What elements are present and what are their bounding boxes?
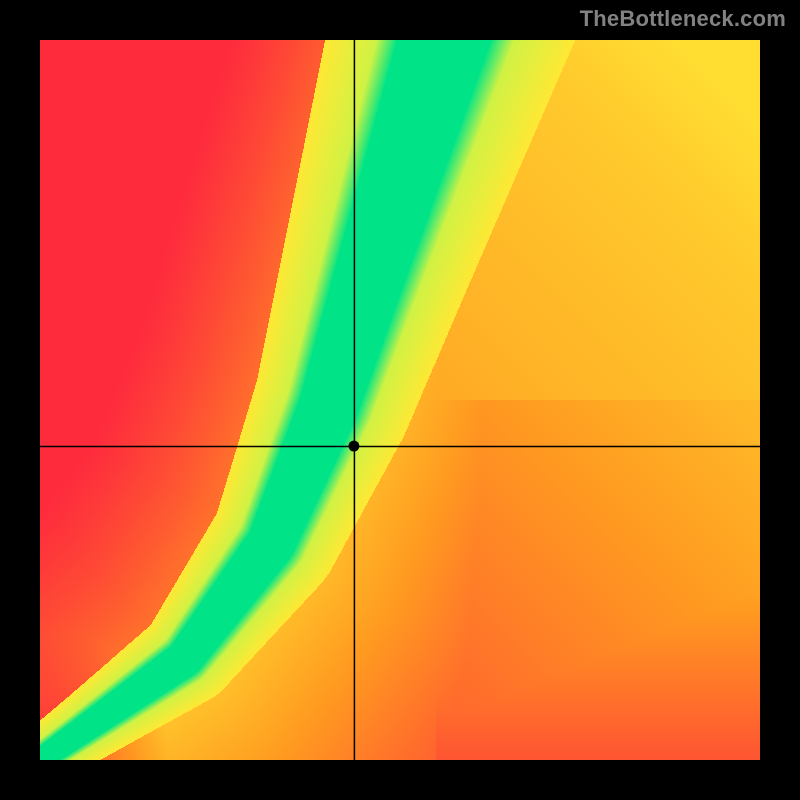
chart-container: TheBottleneck.com xyxy=(0,0,800,800)
heatmap-canvas xyxy=(40,40,760,760)
watermark-text: TheBottleneck.com xyxy=(580,6,786,32)
heatmap-plot xyxy=(40,40,760,760)
